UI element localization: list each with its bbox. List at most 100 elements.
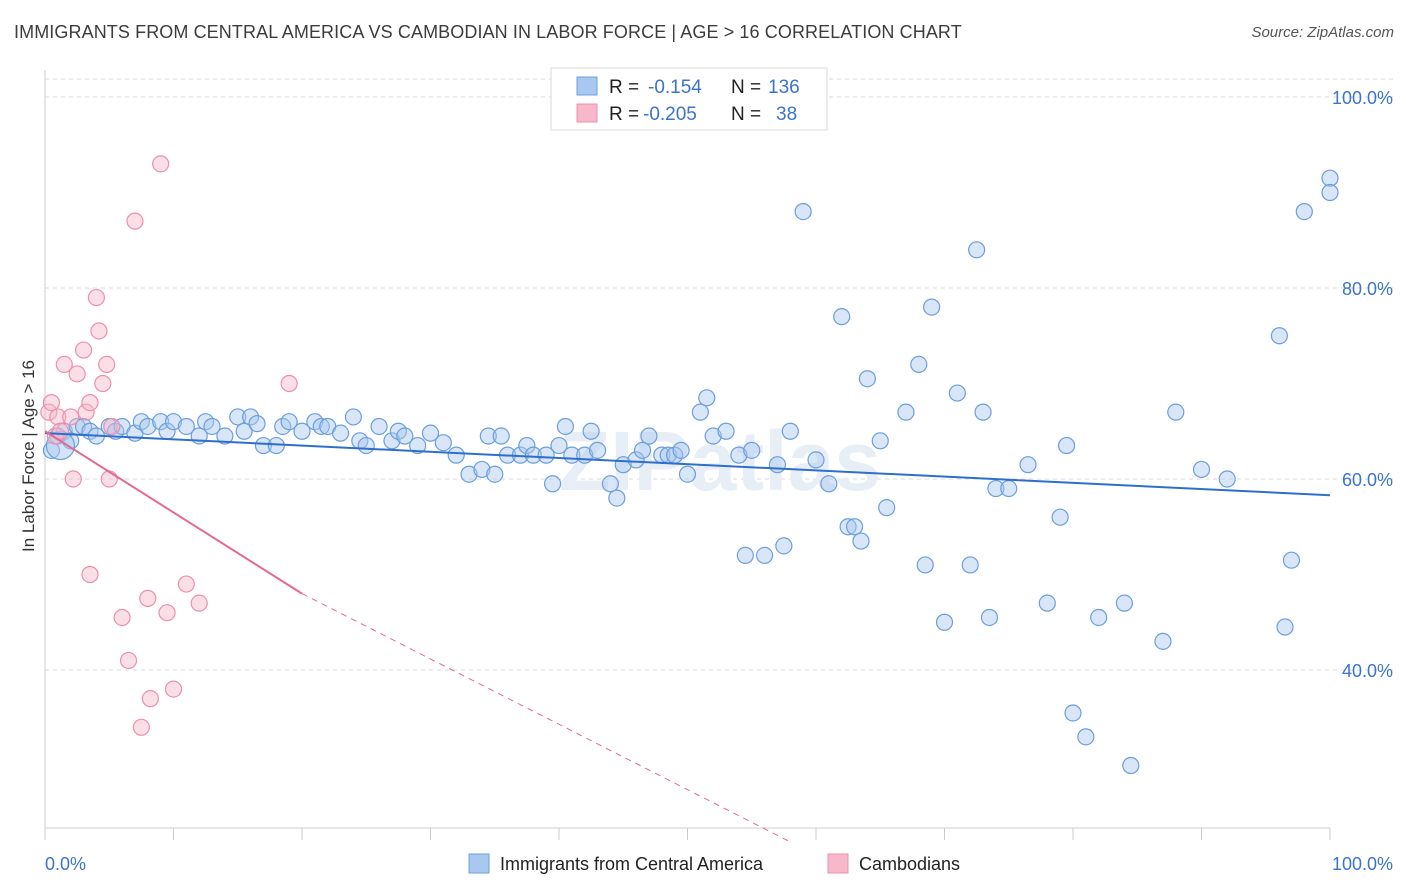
central-america-point-26 [254, 436, 273, 455]
y-tick-label-60: 60.0% [1342, 470, 1393, 490]
cambodians-point-26 [158, 604, 176, 622]
central-america-point-23 [235, 422, 253, 440]
central-america-point-73 [678, 465, 697, 483]
cambodians-point-28 [177, 575, 195, 593]
trend-line-cambodians [44, 430, 303, 595]
trend-line-cambodians-extrapolated [301, 593, 791, 843]
central-america-point-115 [1122, 756, 1140, 775]
central-america-point-16 [164, 413, 183, 431]
central-america-point-83 [775, 537, 793, 555]
central-america-point-32 [312, 417, 330, 436]
central-america-point-102 [968, 241, 986, 259]
legend-n-value-1: 136 [768, 77, 800, 98]
central-america-point-34 [331, 424, 350, 442]
central-america-point-95 [897, 403, 915, 421]
central-america-point-47 [473, 460, 491, 479]
central-america-point-90 [845, 518, 864, 536]
central-america-point-29 [280, 413, 298, 431]
x-tick-label-max: 100.0% [1332, 854, 1393, 874]
central-america-point-117 [1167, 403, 1185, 421]
grid-lines [45, 78, 1393, 671]
central-america-point-54 [524, 446, 542, 464]
central-america-point-118 [1192, 460, 1211, 479]
central-america-point-39 [383, 432, 401, 450]
central-america-point-125 [1321, 183, 1339, 202]
central-america-point-17 [177, 417, 195, 436]
central-america-point-114 [1115, 594, 1134, 612]
central-america-point-50 [492, 427, 510, 445]
cambodians-point-30 [280, 374, 298, 393]
cambodians-point-4 [51, 422, 70, 440]
central-america-point-35 [344, 408, 362, 426]
legend-r-value-2: -0.205 [643, 104, 697, 125]
bottom-legend-label-central-america: Immigrants from Central America [500, 854, 764, 874]
cambodians-point-3 [49, 408, 67, 426]
central-america-point-42 [409, 436, 427, 455]
central-america-point-61 [582, 422, 600, 440]
central-america-point-120 [1282, 551, 1301, 569]
cambodians-point-14 [90, 322, 108, 340]
central-america-point-43 [421, 424, 440, 442]
x-axis-ticks [44, 828, 1331, 840]
central-america-point-123 [1321, 169, 1339, 187]
central-america-point-24 [242, 408, 260, 426]
cambodians-point-11 [81, 394, 99, 412]
central-america-point-64 [608, 489, 626, 507]
cambodians-point-27 [164, 680, 183, 698]
central-america-point-101 [961, 556, 979, 574]
trend-lines [44, 430, 1331, 843]
central-america-point-53 [518, 436, 536, 455]
legend-r-label-2: R = [609, 104, 639, 125]
central-america-point-67 [633, 441, 652, 459]
x-tick-label-min: 0.0% [45, 854, 86, 874]
central-america-point-103 [974, 403, 992, 421]
y-tick-label-100: 100.0% [1332, 88, 1393, 108]
central-america-point-46 [460, 465, 478, 483]
central-america-point-92 [858, 370, 877, 388]
legend-swatch-blue [576, 76, 598, 96]
y-tick-label-40: 40.0% [1342, 661, 1393, 681]
central-america-point-58 [556, 417, 575, 436]
central-america-point-68 [640, 427, 658, 445]
central-america-point-124 [1270, 327, 1289, 345]
central-america-point-98 [923, 298, 941, 316]
bottom-legend-swatch-blue [468, 853, 490, 874]
cambodians-point-1 [42, 394, 61, 412]
central-america-point-86 [807, 451, 825, 469]
cambodians-point-21 [126, 212, 144, 230]
trend-line-central-america [44, 432, 1331, 497]
central-america-point-48 [479, 427, 497, 445]
central-america-point-22 [229, 408, 247, 426]
central-america-point-74 [691, 403, 709, 421]
legend-n-value-2: 38 [776, 104, 797, 125]
central-america-point-112 [1077, 728, 1095, 746]
cambodians-point-18 [103, 417, 121, 436]
central-america-point-79 [736, 546, 754, 565]
central-america-point-85 [794, 203, 812, 221]
central-america-point-99 [935, 613, 954, 631]
bottom-legend-swatch-pink [827, 853, 849, 874]
central-america-point-56 [543, 475, 562, 493]
cambodians-point-0 [40, 403, 58, 421]
central-america-point-89 [839, 518, 857, 536]
legend-r-value-1: -0.154 [648, 77, 702, 98]
central-america-point-87 [820, 475, 838, 493]
cambodians-point-10 [77, 403, 95, 421]
central-america-point-113 [1090, 608, 1108, 627]
central-america-point-37 [357, 436, 375, 455]
central-america-point-93 [871, 432, 889, 450]
central-america-point-81 [755, 546, 774, 565]
cambodians-point-23 [139, 589, 157, 607]
y-axis-tick-labels: 40.0% 60.0% 80.0% 100.0% [1332, 88, 1393, 681]
series-cambodians-points [40, 155, 298, 736]
y-tick-label-80: 80.0% [1342, 279, 1393, 299]
legend-swatch-pink [576, 103, 598, 123]
cambodians-point-12 [81, 565, 99, 584]
legend-n-label-2: N = [731, 104, 761, 125]
central-america-point-88 [833, 308, 851, 326]
cambodians-point-24 [141, 690, 159, 708]
cambodians-point-6 [62, 408, 80, 426]
central-america-point-119 [1218, 470, 1236, 488]
central-america-point-30 [293, 422, 311, 440]
